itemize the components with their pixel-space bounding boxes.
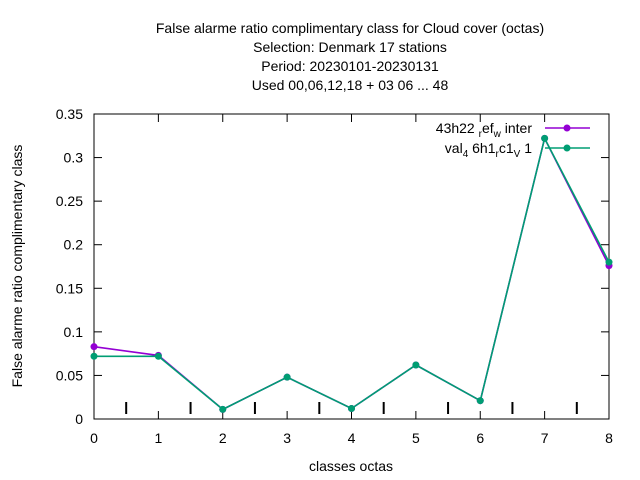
plot-frame — [93, 113, 610, 420]
data-point — [219, 405, 227, 413]
x-tick-label: 7 — [541, 430, 549, 446]
legend-label: val4 6h1rc1V 1 — [445, 140, 532, 160]
legend-label-part: inter — [501, 120, 532, 136]
data-point — [476, 397, 484, 405]
y-tick-label: 0.35 — [56, 106, 83, 122]
data-point — [90, 352, 98, 360]
data-point — [605, 258, 613, 266]
data-point — [412, 361, 420, 369]
x-tick-label: 3 — [283, 430, 291, 446]
legend-label-part: r — [496, 149, 500, 160]
legend-marker — [563, 144, 571, 152]
legend-label-part: 43h22 — [436, 120, 479, 136]
title-line: Selection: Denmark 17 stations — [253, 39, 447, 55]
x-tick-label: 4 — [348, 430, 356, 446]
data-point — [348, 405, 355, 413]
data-point — [154, 352, 162, 360]
legend-label-part: ef — [482, 120, 494, 136]
x-tick-label: 1 — [154, 430, 162, 446]
chart-title: False alarme ratio complimentary class f… — [156, 20, 544, 93]
plot-axes: 0 0.05 0.1 0.15 0.2 0.25 0.3 0.35 0 1 2 3 4 5 6 7 8 — [56, 106, 613, 446]
x-tick-label: 5 — [412, 430, 420, 446]
legend-label-part: 6h1 — [468, 140, 495, 156]
x-tick-label: 0 — [90, 430, 98, 446]
y-tick-label: 0.3 — [64, 150, 84, 166]
data-point — [283, 373, 291, 381]
plot-series — [90, 134, 613, 413]
x-tick-label: 8 — [605, 430, 613, 446]
series-2 — [90, 134, 613, 413]
legend-marker — [563, 124, 571, 132]
x-tick-label: 2 — [219, 430, 227, 446]
y-tick-label: 0 — [75, 411, 83, 427]
y-tick-label: 0.25 — [56, 193, 83, 209]
series-line — [93, 136, 610, 411]
title-line: False alarme ratio complimentary class f… — [156, 20, 544, 36]
legend-label-part: V — [514, 149, 521, 160]
y-axis-label: False alarme ratio complimentary class — [9, 145, 25, 388]
legend-label-part: 4 — [463, 149, 469, 160]
y-tick-label: 0.1 — [64, 324, 84, 340]
legend-label-part: val — [445, 140, 463, 156]
data-point — [541, 134, 549, 142]
series-line — [94, 136, 610, 411]
legend-label: 43h22 refw inter — [436, 120, 533, 140]
series-1 — [90, 134, 613, 413]
x-tick-label: 6 — [476, 430, 484, 446]
legend-label-part: 1 — [520, 140, 532, 156]
title-line: Period: 20230101-20230131 — [261, 58, 439, 74]
title-line: Used 00,06,12,18 + 03 06 ... 48 — [252, 77, 449, 93]
y-tick-label: 0.05 — [56, 367, 83, 383]
legend-label-part: r — [479, 129, 483, 140]
data-point — [90, 343, 98, 351]
x-axis-label: classes octas — [309, 458, 393, 474]
legend-label-part: w — [493, 129, 502, 140]
y-tick-label: 0.15 — [56, 280, 83, 296]
legend-label-part: c1 — [499, 140, 514, 156]
y-tick-label: 0.2 — [64, 237, 84, 253]
